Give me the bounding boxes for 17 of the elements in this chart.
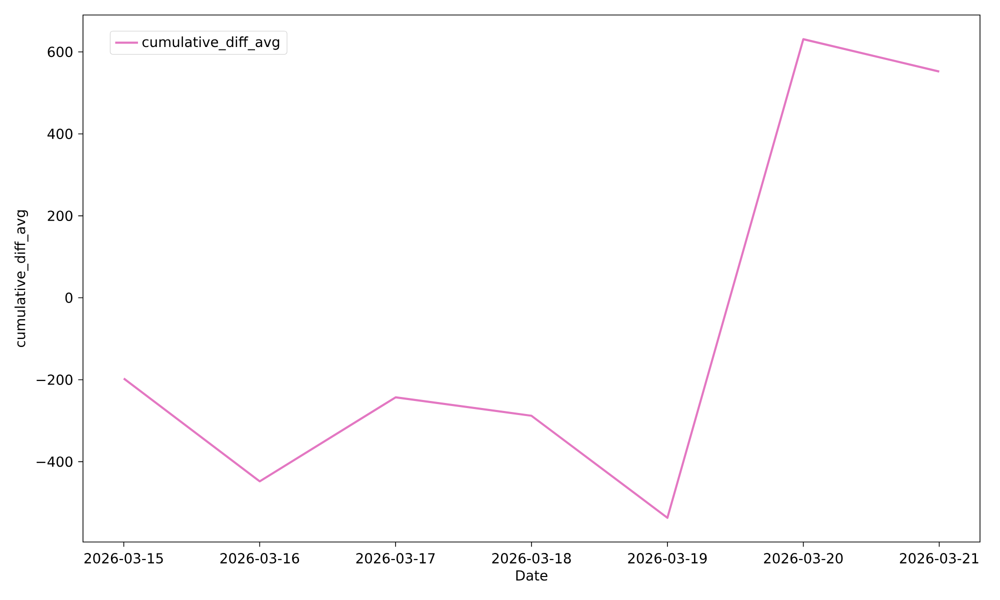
y-tick-label: 200 <box>48 210 72 222</box>
x-tick-label: 2026-03-21 <box>900 553 978 564</box>
y-tick-label: 0 <box>65 292 72 303</box>
y-tick-label: −200 <box>36 374 72 385</box>
x-tick-label: 2026-03-18 <box>492 553 571 564</box>
x-tick-label: 2026-03-16 <box>220 553 300 564</box>
legend-label: cumulative_diff_avg <box>142 36 280 50</box>
x-tick-label: 2026-03-15 <box>84 553 163 564</box>
y-tick-label: −400 <box>36 456 72 467</box>
x-axis-title: Date <box>516 570 548 581</box>
x-tick-label: 2026-03-20 <box>764 553 843 564</box>
x-tick-label: 2026-03-19 <box>628 553 707 564</box>
line-series <box>122 38 940 519</box>
y-axis-title: cumulative_diff_avg <box>14 210 28 348</box>
x-tick-label: 2026-03-17 <box>356 553 435 564</box>
y-tick-label: 400 <box>48 128 72 140</box>
y-tick-label: 600 <box>48 46 72 58</box>
